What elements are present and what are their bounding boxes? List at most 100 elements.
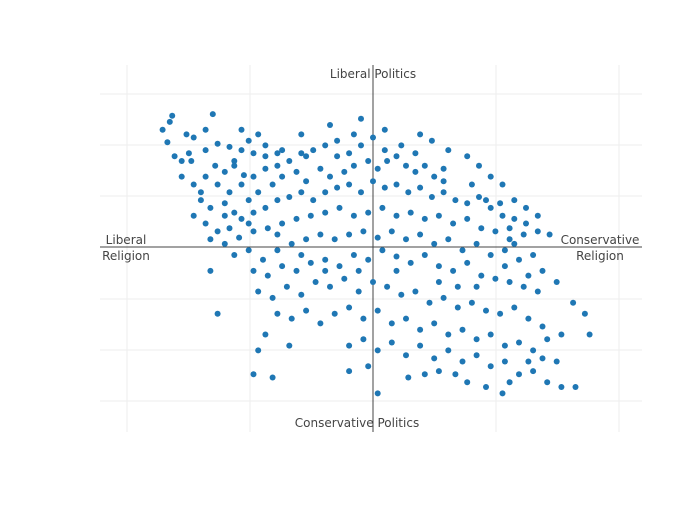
data-point [506, 379, 513, 386]
data-point [370, 279, 376, 285]
data-point [374, 234, 381, 241]
data-point [570, 299, 577, 306]
data-point [381, 147, 388, 154]
data-point [221, 200, 228, 207]
data-point [274, 197, 281, 204]
data-point [388, 228, 395, 235]
data-point [487, 252, 494, 258]
data-point [431, 355, 438, 362]
data-point [341, 275, 348, 282]
data-point [464, 215, 471, 222]
data-point [269, 374, 276, 381]
left-label-line1: Liberal [106, 233, 147, 247]
data-point [501, 263, 508, 270]
data-point [245, 220, 252, 227]
data-point [450, 267, 457, 274]
data-point [381, 184, 388, 191]
data-point [346, 181, 353, 188]
data-point [346, 231, 353, 238]
data-point [190, 212, 197, 219]
data-point [473, 336, 480, 343]
data-point [464, 153, 471, 160]
data-point [435, 212, 442, 219]
data-point [370, 134, 376, 141]
data-points [159, 111, 593, 397]
data-point [197, 189, 204, 196]
data-point [483, 307, 489, 314]
right-label-line2: Religion [576, 249, 624, 263]
data-point [487, 331, 494, 338]
data-point [360, 336, 367, 343]
data-point [421, 371, 428, 378]
data-point [478, 225, 485, 232]
data-point [506, 236, 513, 243]
data-point [365, 158, 372, 164]
data-point [530, 368, 537, 375]
data-point [379, 204, 386, 211]
data-point [334, 137, 341, 144]
data-point [459, 247, 466, 254]
data-point [393, 253, 400, 260]
data-point [546, 231, 553, 238]
data-point [350, 131, 357, 138]
data-point [327, 283, 333, 290]
data-point [293, 168, 300, 175]
data-point [435, 368, 442, 375]
data-point [231, 162, 238, 169]
data-point [476, 194, 482, 200]
data-point [487, 173, 494, 180]
data-point [286, 158, 293, 164]
data-point [269, 294, 276, 301]
data-point [238, 126, 245, 133]
data-point [264, 272, 271, 279]
data-point [525, 358, 532, 365]
data-point [334, 153, 341, 160]
data-point [183, 131, 190, 138]
data-point [525, 272, 532, 279]
data-point [274, 162, 281, 169]
data-point [464, 200, 471, 207]
data-point [450, 220, 457, 227]
data-point [190, 134, 197, 141]
data-point [581, 310, 588, 317]
data-point [501, 358, 508, 365]
data-point [255, 347, 262, 354]
data-point [534, 228, 541, 235]
data-point [221, 240, 228, 247]
data-point [336, 263, 343, 270]
data-point [539, 323, 546, 330]
data-point [393, 181, 400, 188]
data-point [403, 315, 409, 322]
data-point [202, 126, 209, 133]
data-point [274, 150, 281, 157]
data-point [374, 390, 381, 397]
data-point [346, 368, 353, 375]
data-point [412, 288, 419, 295]
data-point [534, 288, 541, 295]
data-point [487, 204, 494, 211]
data-point [435, 279, 442, 285]
data-point [197, 197, 204, 204]
data-point [336, 204, 343, 211]
data-point [388, 339, 395, 346]
data-point [312, 279, 319, 285]
data-point [327, 122, 333, 128]
data-point [164, 139, 171, 146]
data-point [255, 288, 262, 295]
data-point [310, 147, 317, 154]
data-point [553, 358, 560, 365]
data-point [506, 279, 513, 285]
data-point [393, 212, 400, 219]
data-point [558, 384, 565, 390]
data-point [298, 150, 305, 157]
data-point [365, 209, 372, 216]
data-point [260, 256, 266, 263]
data-point [497, 310, 504, 317]
data-point [209, 111, 216, 118]
data-point [539, 355, 546, 362]
data-point [250, 209, 257, 216]
data-point [379, 247, 386, 254]
data-point [262, 153, 269, 160]
data-point [553, 279, 560, 285]
